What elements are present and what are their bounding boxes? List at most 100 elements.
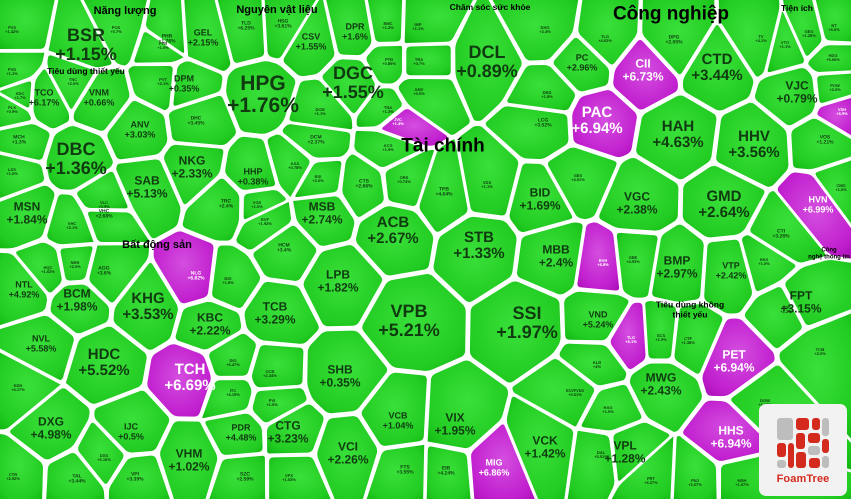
treemap-tile-tpb[interactable]	[418, 137, 469, 234]
treemap-tile-pos[interactable]	[82, 0, 149, 67]
treemap-tile-pc1[interactable]	[552, 36, 611, 93]
treemap-tile-vhm[interactable]	[158, 419, 219, 499]
treemap-tile-pdr[interactable]	[204, 412, 264, 457]
treemap-tile-stk[interactable]	[743, 285, 804, 350]
treemap-tile-mig[interactable]	[469, 422, 537, 499]
treemap-tile-hah[interactable]	[634, 94, 718, 181]
treemap-tile-dal[interactable]	[566, 429, 616, 499]
treemap-tile-bid[interactable]	[508, 162, 574, 234]
treemap-tile-hsg[interactable]	[263, 0, 318, 60]
treemap-tile-pvs[interactable]	[0, 0, 57, 51]
treemap-tile-vhc2[interactable]	[45, 192, 96, 246]
treemap-tile-fts[interactable]	[365, 443, 426, 499]
treemap-tile-bmp[interactable]	[650, 223, 706, 303]
treemap-tile-cti[interactable]	[748, 189, 827, 264]
treemap-tile-vto[interactable]	[766, 10, 806, 74]
treemap-tile-hcm[interactable]	[252, 224, 318, 283]
treemap-tile-nt2[interactable]	[814, 0, 851, 43]
treemap-tile-dbc[interactable]	[45, 124, 115, 192]
treemap-tile-ssi[interactable]	[468, 279, 563, 384]
treemap-tile-ors[interactable]	[384, 148, 436, 208]
treemap-tile-dpg[interactable]	[640, 0, 716, 76]
treemap-tile-mch[interactable]	[0, 122, 51, 162]
treemap-tile-hax[interactable]	[740, 233, 797, 293]
treemap-tile-fpt[interactable]	[783, 258, 851, 327]
treemap-tile-e1vfvn30[interactable]	[511, 357, 596, 428]
treemap-tile-mbb[interactable]	[515, 221, 585, 296]
treemap-tile-stb[interactable]	[432, 215, 518, 304]
treemap-tile-lcg[interactable]	[484, 104, 570, 161]
treemap-tile-nkg[interactable]	[162, 143, 225, 206]
treemap-tile-dbd[interactable]	[505, 63, 577, 112]
treemap-tile-pow[interactable]	[815, 72, 851, 105]
treemap-tile-ptb[interactable]	[365, 44, 404, 85]
treemap-tile-dcm2[interactable]	[288, 78, 354, 131]
treemap-tile-msn[interactable]	[0, 184, 56, 250]
treemap-tile-ctr[interactable]	[0, 432, 45, 499]
treemap-tile-vhc[interactable]	[86, 210, 152, 244]
treemap-tile-hhv[interactable]	[714, 101, 790, 189]
treemap-tile-vnm[interactable]	[72, 67, 131, 133]
treemap-tile-imp[interactable]	[403, 0, 475, 45]
treemap-tile-bmc[interactable]	[366, 0, 404, 44]
treemap-tile-vos[interactable]	[789, 117, 851, 171]
treemap-tile-ctd[interactable]	[681, 23, 755, 112]
treemap-tile-vpi[interactable]	[107, 454, 172, 499]
treemap-tile-nlg[interactable]	[152, 230, 215, 305]
treemap-tile-vds[interactable]	[457, 124, 520, 217]
treemap-tile-klb[interactable]	[558, 342, 628, 387]
treemap-tile-kdh[interactable]	[0, 350, 63, 431]
treemap-tile-tnc[interactable]	[46, 53, 96, 111]
treemap-tile-hqc[interactable]	[14, 241, 64, 294]
treemap-tile-nvl[interactable]	[0, 314, 76, 382]
treemap-tile-sab[interactable]	[114, 158, 182, 240]
treemap-tile-dpm[interactable]	[172, 60, 224, 108]
treemap-tile-vgs[interactable]	[242, 188, 288, 221]
treemap-tile-evf[interactable]	[235, 200, 293, 251]
treemap-tile-bcm[interactable]	[49, 283, 111, 335]
treemap-tile-ntl[interactable]	[0, 251, 49, 327]
treemap-tile-shb[interactable]	[305, 329, 389, 415]
treemap-tile-pvt[interactable]	[127, 64, 175, 112]
treemap-tile-plx[interactable]	[0, 92, 33, 129]
treemap-tile-szc[interactable]	[207, 454, 267, 499]
treemap-tile-tcb[interactable]	[243, 280, 321, 346]
treemap-tile-cmg[interactable]	[814, 159, 851, 229]
treemap-tile-geg[interactable]	[781, 0, 823, 58]
treemap-tile-itc[interactable]	[200, 378, 253, 420]
treemap-tile-agg[interactable]	[88, 243, 151, 304]
treemap-tile-ocb[interactable]	[250, 343, 305, 389]
treemap-tile-tld[interactable]	[216, 0, 266, 65]
treemap-tile-ijc[interactable]	[92, 389, 171, 454]
treemap-tile-mwg[interactable]	[628, 362, 704, 434]
treemap-tile-pnj[interactable]	[672, 434, 719, 499]
treemap-tile-aaa[interactable]	[266, 133, 311, 199]
treemap-tile-dpr[interactable]	[324, 0, 373, 57]
treemap-tile-hhp[interactable]	[223, 135, 277, 192]
treemap-tile-trc[interactable]	[181, 177, 241, 243]
treemap-tile-vix[interactable]	[426, 359, 510, 450]
treemap-tile-lpb[interactable]	[302, 243, 384, 328]
treemap-tile-ctg[interactable]	[265, 403, 326, 455]
treemap-tile-dcl[interactable]	[453, 0, 524, 123]
treemap-tile-jvc[interactable]	[380, 107, 449, 148]
treemap-tile-dhc[interactable]	[167, 94, 238, 147]
treemap-tile-bvh[interactable]	[576, 221, 621, 292]
treemap-tile-amv[interactable]	[397, 77, 472, 137]
treemap-tile-tv2[interactable]	[717, 0, 781, 79]
treemap-tile-hpg[interactable]	[224, 59, 297, 136]
treemap-tile-tal[interactable]	[44, 451, 106, 499]
treemap-tile-eib[interactable]	[425, 445, 472, 499]
treemap-tile-hdc[interactable]	[64, 325, 149, 406]
treemap-tile-pvd[interactable]	[0, 51, 46, 90]
treemap-tile-tlg[interactable]	[576, 0, 640, 66]
treemap-tile-gmd[interactable]	[681, 164, 766, 239]
treemap-tile-tna[interactable]	[355, 86, 404, 129]
treemap-tile-msb[interactable]	[291, 195, 356, 248]
treemap-tile-pet[interactable]	[701, 317, 776, 398]
treemap-tile-tlg2[interactable]	[609, 301, 647, 371]
treemap-tile-hvn[interactable]	[776, 171, 851, 261]
treemap-tile-dcm[interactable]	[281, 122, 352, 159]
